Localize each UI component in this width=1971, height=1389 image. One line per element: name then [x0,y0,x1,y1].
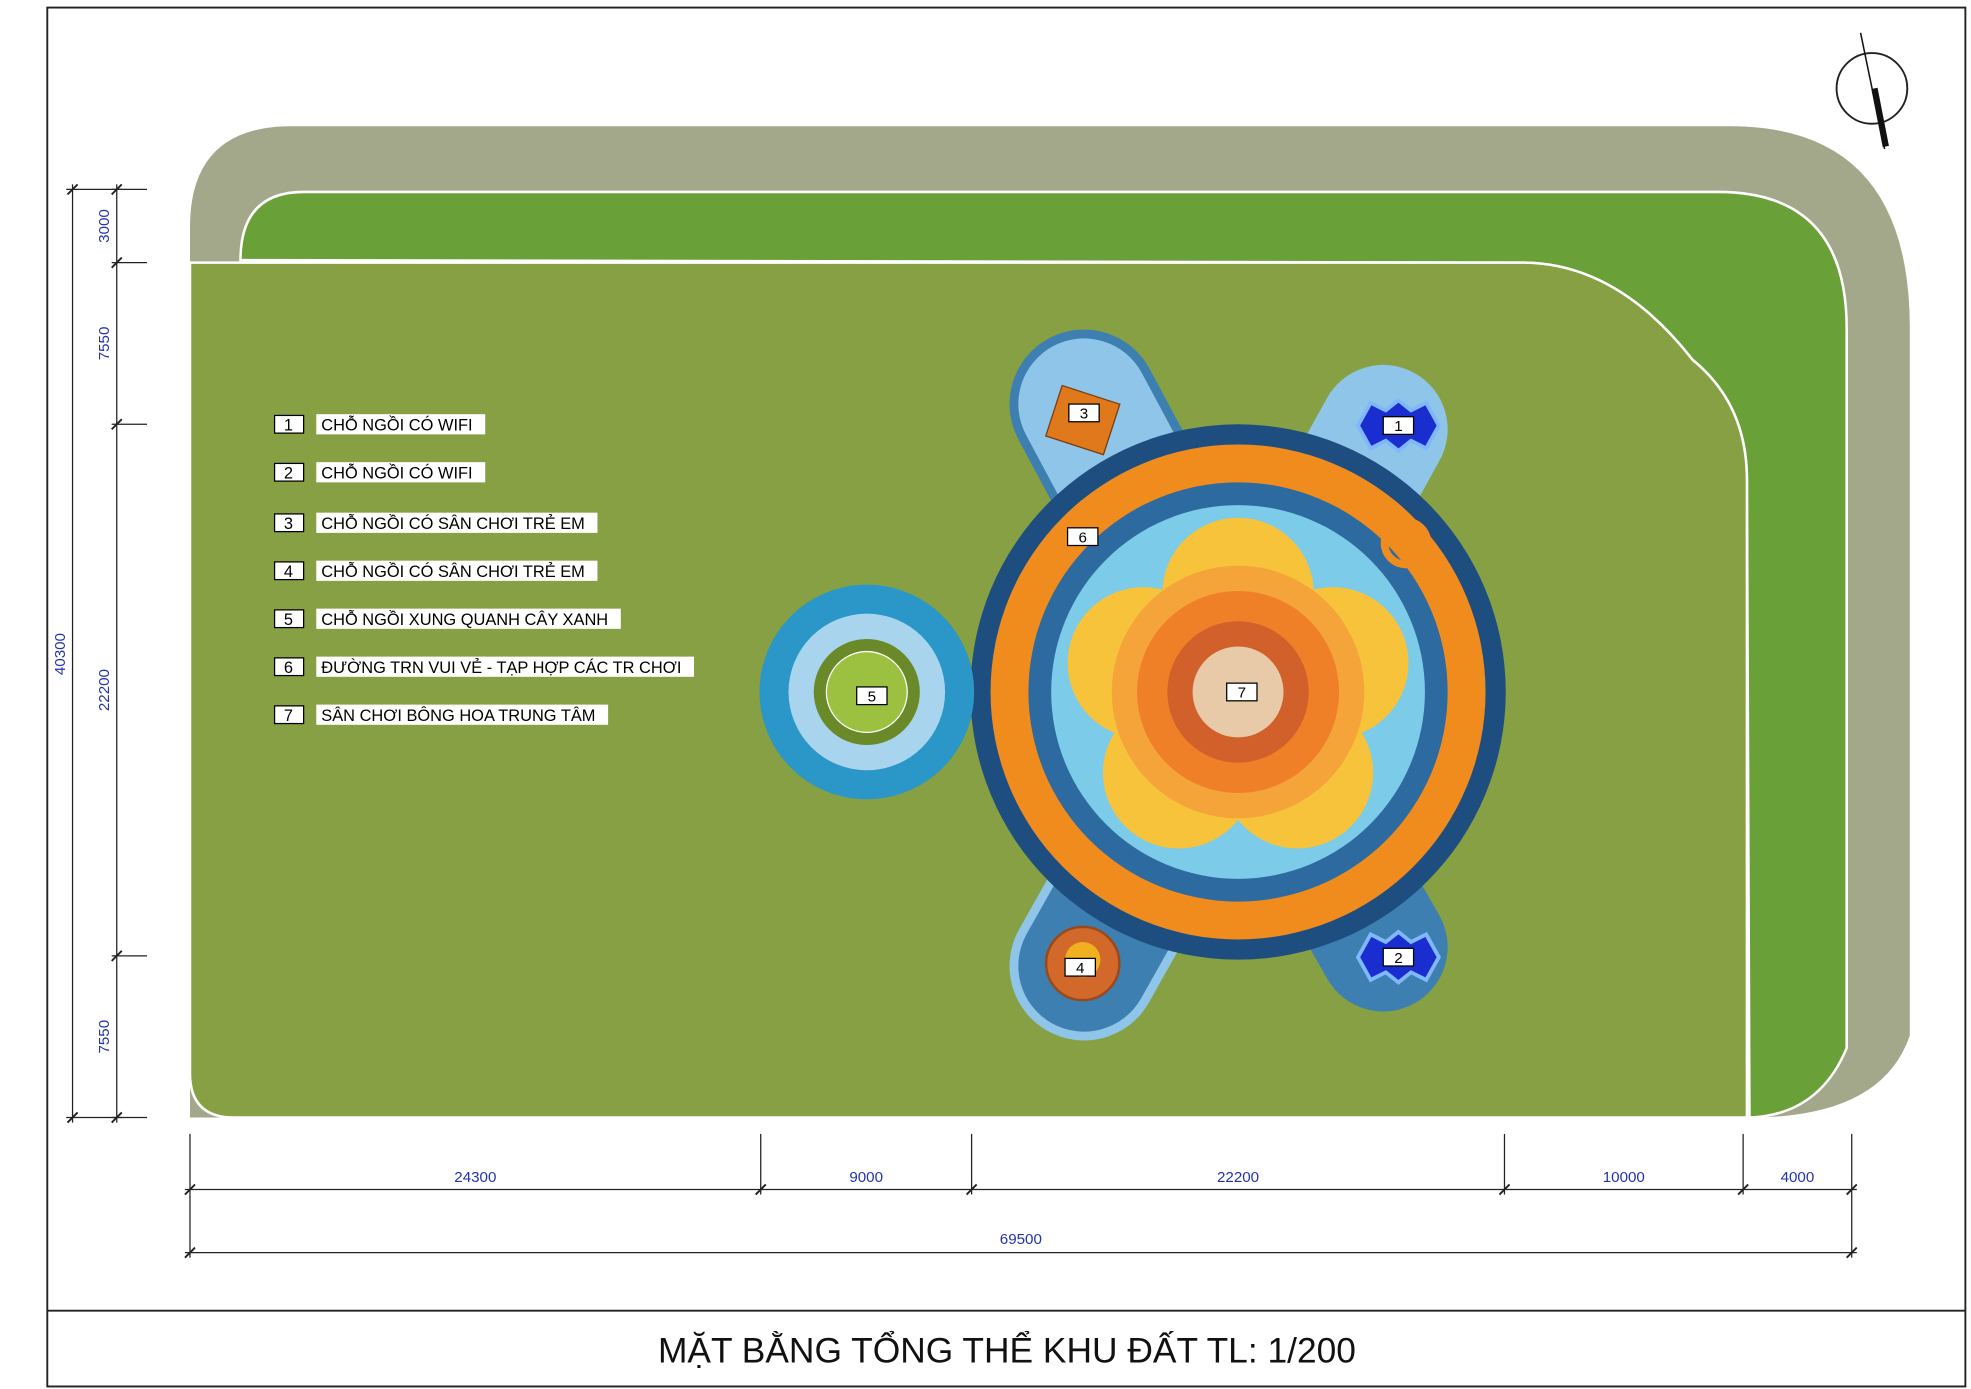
legend-label-bg [316,560,598,581]
dim-label: 24300 [454,1169,496,1186]
marker-label: 7 [1238,685,1246,702]
marker-label: 1 [1394,418,1402,435]
frame [46,6,1967,1388]
dim-tick [66,1111,79,1124]
dim-tick [184,1246,196,1259]
marker-label: 6 [1079,529,1087,546]
dim-label: 10000 [1603,1169,1645,1186]
dim-tick [755,1183,767,1196]
marker-label: 2 [1394,950,1402,967]
dim-tick [1846,1183,1858,1196]
title: MẶT BẰNG TỔNG THỂ KHU ĐẤT TL: 1/200 [658,1330,1356,1370]
legend-label-bg [316,414,486,435]
legend: 1 CHỖ NGỒI CÓ WIFI 2 CHỖ NGỒI CÓ WIFI 3 CHỖ N… [273,414,695,725]
marker-box [1068,403,1100,423]
legend-label: ĐƯỜNG TRN VUI VẺ - TẠP HỢP CÁC TR CHƠI [321,658,681,677]
legend-number: 1 [284,417,293,435]
dim-label: 7550 [96,327,113,361]
dim-tick [111,256,123,269]
dim-label: 22200 [96,669,113,711]
dim-tick [111,418,123,430]
legend-label: CHỖ NGỒI CÓ SÂN CHƠI TRẺ EM [321,514,585,533]
dim-tick [965,1183,978,1196]
legend-number: 7 [284,707,293,725]
marker-label: 4 [1076,960,1084,977]
marker-box [1382,416,1415,436]
marker-box [1382,947,1415,967]
legend-label: CHỖ NGỒI CÓ WIFI [321,464,472,483]
marker-label: 5 [868,688,876,705]
dim-label: 3000 [96,209,113,243]
marker-box [1226,682,1258,702]
dim-label: 22200 [1217,1169,1259,1186]
dimensions: 24300 9000 22200 10000 4000 69500 3000 7550 2220… [52,183,1858,1259]
legend-box [273,561,305,581]
plan-markers: 1 2 3 4 5 6 7 [856,403,1415,977]
legend-number: 5 [284,611,293,629]
legend-box [273,462,305,482]
legend-number: 2 [284,465,293,483]
legend-label: CHỖ NGỒI CÓ SÂN CHƠI TRẺ EM [321,562,585,581]
north-arrow [1835,32,1909,150]
legend-label-bg [316,462,486,483]
dim-tick [184,1183,196,1196]
dim-tick [66,183,79,196]
legend-box [273,705,305,725]
legend-label: CHỖ NGỒI XUNG QUANH CÂY XANH [321,610,608,629]
dim-tick [1498,1183,1511,1196]
legend-label-bg [316,704,609,725]
legend-number: 6 [284,659,293,677]
legend-label-bg [316,656,695,677]
dim-label: 4000 [1781,1169,1815,1186]
legend-box [273,609,305,629]
marker-box [856,686,888,706]
dim-tick [1846,1246,1858,1259]
legend-label: CHỖ NGỒI CÓ WIFI [321,416,472,435]
marker-label: 3 [1080,406,1088,423]
legend-label-bg [316,512,598,533]
dim-label: 40300 [52,633,69,675]
dim-tick [1737,1183,1749,1196]
legend-label: SÂN CHƠI BÔNG HOA TRUNG TÂM [321,706,595,725]
dim-label: 7550 [96,1020,113,1054]
legend-number: 3 [284,515,293,533]
legend-box [273,513,305,533]
legend-box [273,657,305,677]
legend-label-bg [316,608,621,629]
legend-number: 4 [284,563,293,581]
dim-tick [111,950,123,962]
legend-box [273,414,305,434]
marker-box [1066,527,1099,547]
dim-label: 69500 [1000,1231,1042,1248]
marker-box [1064,957,1096,977]
dim-label: 9000 [849,1169,883,1186]
